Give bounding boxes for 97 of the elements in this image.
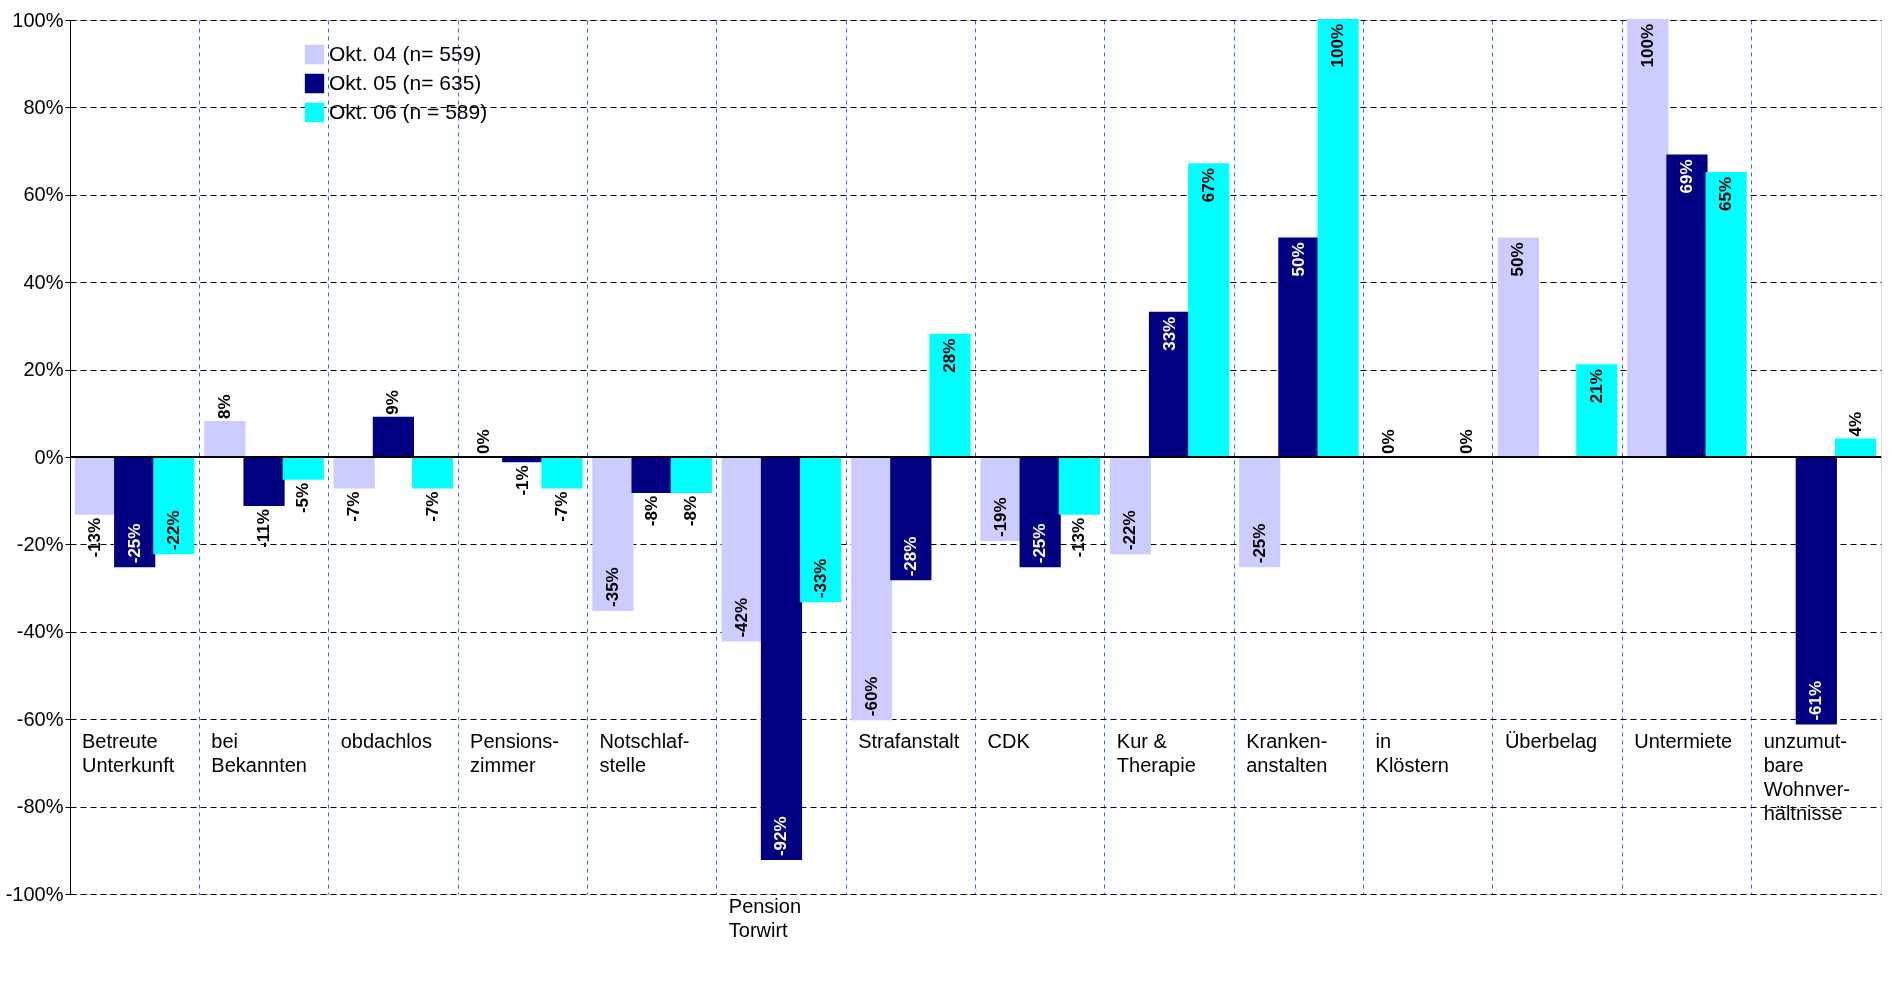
data-label: 8% <box>214 394 234 420</box>
data-label: -28% <box>900 536 920 577</box>
legend-label: Okt. 06 (n = 589) <box>329 99 488 123</box>
bar <box>74 456 117 515</box>
bar <box>411 456 454 489</box>
data-label: 33% <box>1159 316 1179 351</box>
bar <box>1278 237 1320 458</box>
y-tick-label: -80% <box>16 795 64 818</box>
x-tick-label: Pensions- zimmer <box>470 730 560 777</box>
bar <box>1188 163 1230 458</box>
y-tick-label: 100% <box>12 8 64 31</box>
x-tick-label: Notschlaf- stelle <box>599 730 690 777</box>
bar <box>204 421 246 458</box>
y-tick-label: 60% <box>23 183 64 206</box>
x-tick-label: obdachlos <box>340 730 432 753</box>
y-tick-label: 40% <box>23 270 64 293</box>
bar <box>721 456 763 642</box>
data-label: 50% <box>1288 242 1308 277</box>
data-label: -11% <box>254 509 274 548</box>
data-label: 0% <box>1379 429 1399 454</box>
data-label: 28% <box>940 338 960 373</box>
data-label: -19% <box>990 497 1010 538</box>
x-tick-label: unzumut- bare Wohnver- hältnisse <box>1763 730 1850 825</box>
bar <box>800 456 842 603</box>
bar <box>1705 171 1747 458</box>
bar <box>1497 237 1540 458</box>
data-label: 4% <box>1845 411 1865 437</box>
data-label: -7% <box>422 491 442 522</box>
data-label: 100% <box>1637 24 1657 68</box>
bar <box>631 456 673 493</box>
y-tick-label: -100% <box>5 882 64 905</box>
data-label: -8% <box>681 495 701 527</box>
bar <box>1666 154 1708 458</box>
bar <box>760 456 803 861</box>
y-tick-label: 20% <box>23 358 64 381</box>
data-label: -25% <box>124 523 144 564</box>
data-label: -25% <box>1249 523 1269 564</box>
bar <box>592 456 634 611</box>
data-label: -1% <box>512 465 532 496</box>
data-label: 65% <box>1716 176 1736 211</box>
bar <box>1627 19 1669 458</box>
y-tick-label: 0% <box>34 445 64 468</box>
x-tick-label: Kranken- anstalten <box>1246 730 1328 777</box>
bar <box>1317 19 1359 458</box>
bar <box>541 456 583 489</box>
x-tick-label: Betreute Unterkunft <box>82 730 175 777</box>
x-tick-label: Überbelag <box>1504 730 1598 753</box>
data-label: -42% <box>732 597 752 638</box>
data-label: -22% <box>1120 510 1140 551</box>
data-label: 67% <box>1198 168 1218 203</box>
data-label: -33% <box>810 558 830 599</box>
data-label: -25% <box>1030 523 1050 564</box>
data-label: -22% <box>163 510 183 551</box>
bar <box>929 333 971 458</box>
data-label: -13% <box>85 517 105 558</box>
legend-label: Okt. 04 (n= 559) <box>329 41 482 65</box>
bar <box>890 456 932 581</box>
data-label: -13% <box>1069 517 1089 558</box>
data-label: 9% <box>383 390 403 415</box>
data-label: -35% <box>602 567 622 607</box>
data-label: -61% <box>1806 680 1826 721</box>
data-label: 100% <box>1328 24 1348 68</box>
data-label: 21% <box>1586 369 1606 404</box>
bar <box>1795 456 1837 725</box>
x-tick-label: in Klöstern <box>1375 730 1449 777</box>
data-label: -5% <box>293 482 313 514</box>
bar <box>1109 456 1151 555</box>
data-label: -8% <box>642 495 662 527</box>
data-label: 50% <box>1508 242 1528 277</box>
y-tick-label: -60% <box>16 707 64 730</box>
data-label: 0% <box>473 429 493 454</box>
x-tick-label: Pension Torwirt <box>728 895 802 942</box>
x-tick-label: Untermiete <box>1634 730 1733 753</box>
data-label: 69% <box>1676 159 1696 194</box>
y-tick-label: -20% <box>16 532 64 555</box>
bar <box>372 416 414 458</box>
bar <box>1576 364 1618 458</box>
bar <box>670 456 712 493</box>
x-tick-label: bei Bekannten <box>211 730 307 777</box>
legend-label: Okt. 05 (n= 635) <box>329 70 482 94</box>
y-tick-label: 80% <box>23 95 64 118</box>
bar <box>243 456 285 507</box>
x-tick-label: CDK <box>987 730 1031 753</box>
bar <box>282 456 324 480</box>
data-label: -60% <box>861 676 881 717</box>
bar <box>153 456 195 555</box>
data-label: -7% <box>344 491 364 522</box>
bar <box>1239 456 1281 568</box>
x-tick-label: Kur & Therapie <box>1116 730 1196 777</box>
bar <box>1058 456 1100 515</box>
bar <box>333 456 375 489</box>
x-tick-label: Strafanstalt <box>858 730 960 753</box>
data-label: -92% <box>771 816 791 857</box>
data-label: -7% <box>551 491 571 522</box>
y-tick-label: -40% <box>16 620 64 643</box>
data-label: 0% <box>1457 429 1477 454</box>
bar <box>851 456 893 721</box>
